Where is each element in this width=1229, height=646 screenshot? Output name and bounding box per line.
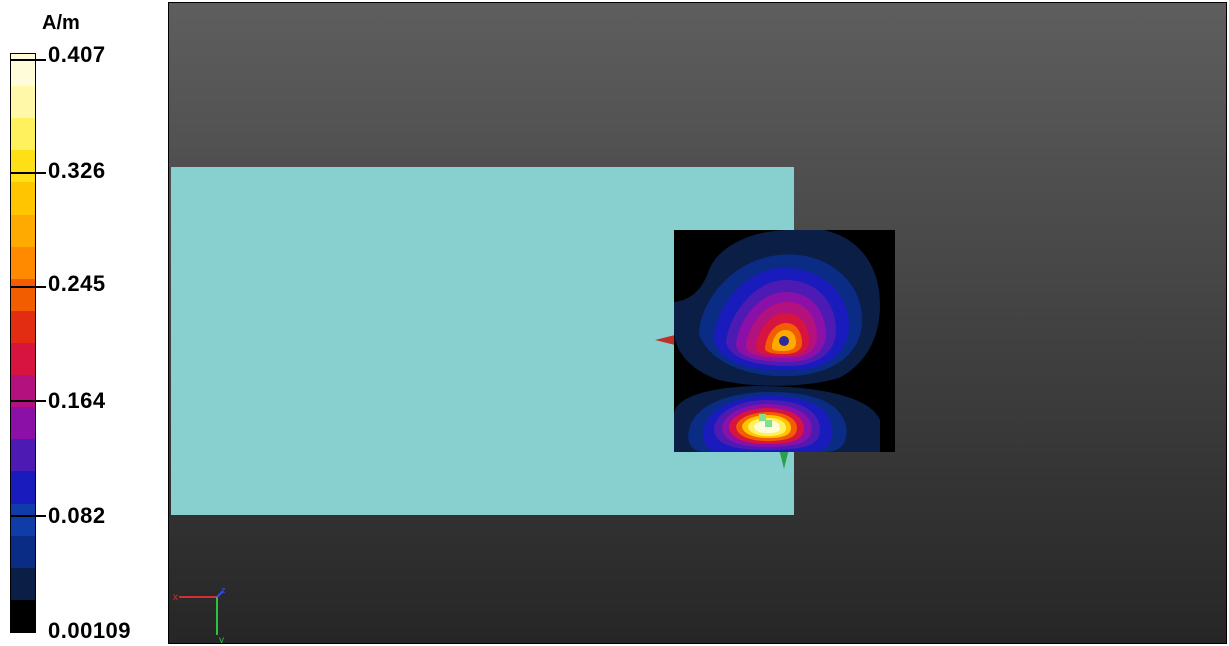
color-scale-segment bbox=[11, 503, 35, 536]
axis-triad-icon: x y z bbox=[173, 585, 226, 644]
color-scale-segment bbox=[11, 118, 35, 151]
color-scale-segment bbox=[11, 310, 35, 344]
legend-tick bbox=[10, 59, 46, 61]
axis-z-label: z bbox=[221, 585, 226, 595]
color-scale-segment bbox=[11, 535, 35, 568]
color-scale-segment bbox=[11, 471, 35, 504]
legend-tick-label: 0.326 bbox=[48, 158, 106, 183]
color-scale-segment bbox=[11, 599, 35, 632]
color-scale-segment bbox=[11, 150, 35, 183]
color-scale-segment bbox=[11, 246, 35, 279]
color-scale-segment bbox=[11, 343, 35, 376]
color-scale-segment bbox=[11, 278, 35, 311]
color-scale-segment bbox=[11, 407, 35, 440]
green-arrow-icon bbox=[779, 449, 789, 469]
axis-y-label: y bbox=[219, 635, 224, 644]
legend-tick-label: 0.082 bbox=[48, 503, 106, 528]
color-scale-segment bbox=[11, 567, 35, 600]
color-scale-segment bbox=[11, 86, 35, 119]
color-scale-segment bbox=[11, 182, 35, 215]
color-scale-segment bbox=[11, 214, 35, 247]
legend-tick bbox=[10, 286, 46, 288]
legend-tick bbox=[10, 400, 46, 402]
color-scale-segment bbox=[11, 375, 35, 408]
3d-viewport[interactable]: x y z bbox=[168, 2, 1227, 644]
color-scale-bar bbox=[10, 53, 36, 633]
legend-tick-label: 0.245 bbox=[48, 271, 106, 296]
color-scale-segment bbox=[11, 439, 35, 472]
legend-tick bbox=[10, 172, 46, 174]
field-contour-map bbox=[674, 230, 895, 452]
legend-unit: A/m bbox=[42, 12, 80, 34]
legend-tick-label: 0.164 bbox=[48, 388, 106, 413]
legend-tick-label: 0.00109 bbox=[48, 618, 132, 643]
legend-tick-label: 0.407 bbox=[48, 42, 106, 67]
red-arrow-icon bbox=[655, 335, 675, 345]
axis-x-label: x bbox=[173, 592, 178, 603]
color-legend: A/m 0.407 0.326 0.245 0.164 0.082 0.0010… bbox=[0, 0, 168, 646]
legend-tick bbox=[10, 515, 46, 517]
